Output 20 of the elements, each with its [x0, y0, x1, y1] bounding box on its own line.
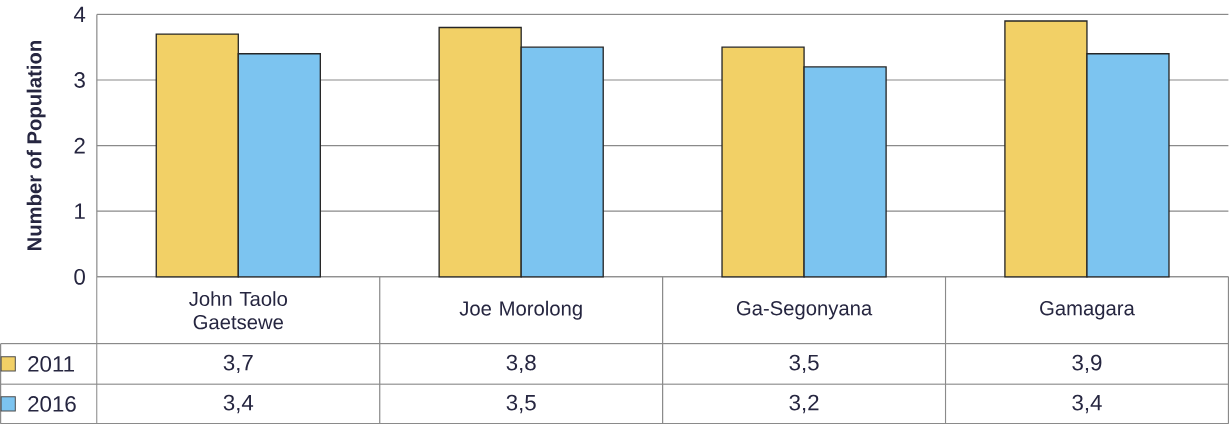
x-tick-label: Joe Morolong [459, 300, 582, 320]
data-label: 3,5 [789, 354, 819, 373]
data-label: 3,2 [789, 394, 819, 413]
data-label: 3,5 [506, 394, 536, 413]
y-axis-title: Number of Population [26, 40, 46, 250]
y-tick-label: 0 [74, 268, 85, 285]
data-label: 3,8 [506, 354, 536, 373]
y-tick-label: 3 [74, 71, 85, 88]
data-label: 3,9 [1072, 354, 1102, 373]
data-label: 3,4 [1072, 394, 1102, 413]
y-tick-label: 2 [74, 137, 85, 154]
data-label: 3,4 [223, 394, 254, 413]
x-tick-label: John Taolo Gaetsewe [189, 291, 287, 330]
legend-label: 2011 [28, 355, 74, 372]
x-tick-label: Gamagara [1040, 300, 1135, 320]
legend-label: 2016 [28, 395, 76, 412]
y-tick-label: 1 [75, 203, 85, 219]
data-label: 3,7 [223, 354, 253, 373]
y-tick-label: 4 [73, 6, 86, 22]
x-tick-label: Ga-Segonyana [736, 300, 873, 320]
